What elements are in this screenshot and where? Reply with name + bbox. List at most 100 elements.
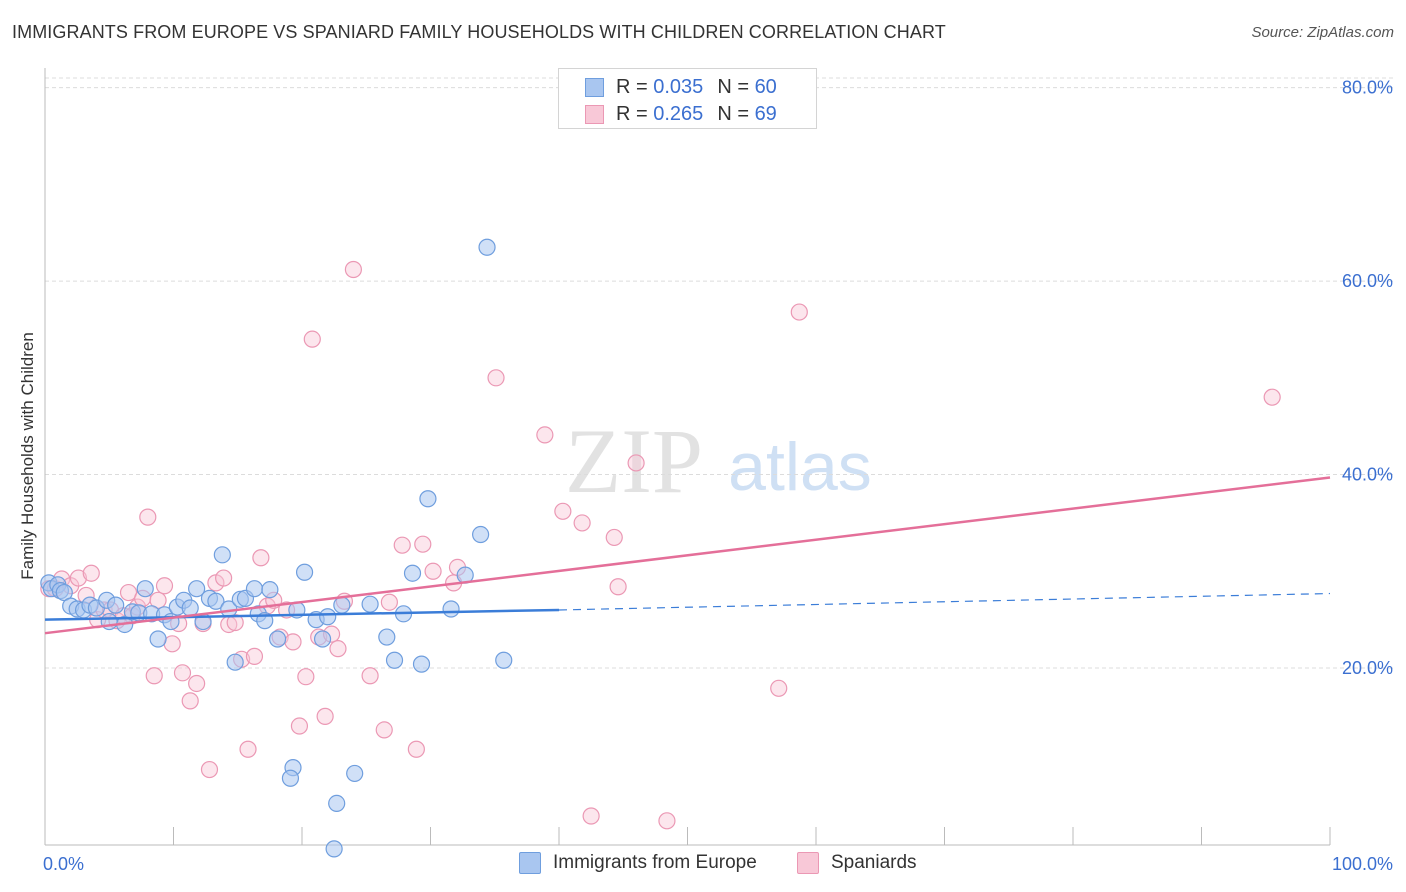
point-spaniards: [380, 593, 398, 611]
point-europe: [295, 563, 314, 581]
point-europe: [333, 596, 351, 614]
point-spaniards: [609, 578, 627, 596]
point-europe: [136, 580, 154, 598]
point-spaniards: [487, 369, 505, 387]
legend-row-europe: R = 0.035 N = 60: [585, 75, 777, 99]
point-spaniards: [200, 760, 219, 779]
legend-n-value: 69: [754, 102, 777, 125]
x-tick-label: 100.0%: [1332, 854, 1393, 874]
point-spaniards: [790, 303, 808, 321]
point-spaniards: [393, 536, 411, 554]
point-europe: [495, 651, 513, 669]
point-spaniards: [297, 668, 315, 686]
bottom-legend-swatch-europe: [519, 852, 541, 874]
point-spaniards: [82, 564, 100, 582]
y-tick-label: 80.0%: [1342, 78, 1393, 98]
point-europe: [442, 600, 460, 618]
point-spaniards: [414, 535, 432, 553]
point-spaniards: [424, 562, 442, 580]
point-spaniards: [1263, 388, 1281, 406]
point-spaniards: [155, 577, 174, 595]
point-spaniards: [770, 679, 788, 697]
point-europe: [207, 592, 225, 610]
point-spaniards: [239, 740, 257, 758]
point-europe: [361, 595, 379, 613]
point-spaniards: [188, 674, 206, 693]
watermark-zip: ZIP: [565, 410, 703, 512]
point-europe: [328, 794, 346, 813]
point-spaniards: [407, 740, 425, 758]
point-spaniards: [215, 569, 233, 587]
point-europe: [213, 546, 231, 564]
point-spaniards: [361, 667, 379, 685]
trendline-europe-extension: [558, 592, 1331, 611]
legend-swatch-europe: [585, 77, 604, 97]
chart-title: IMMIGRANTS FROM EUROPE VS SPANIARD FAMIL…: [12, 22, 946, 42]
point-spaniards: [375, 721, 393, 739]
bottom-legend-europe: Immigrants from Europe: [519, 852, 757, 874]
point-spaniards: [316, 707, 334, 725]
point-spaniards: [145, 667, 163, 685]
y-axis-label: Family Households with Children: [18, 332, 37, 580]
bottom-legend-swatch-spaniards: [797, 852, 819, 874]
legend-n-label: N =: [717, 102, 749, 125]
source-credit: Source: ZipAtlas.com: [1251, 24, 1394, 41]
point-spaniards: [173, 664, 192, 682]
point-spaniards: [290, 717, 309, 735]
point-europe: [472, 525, 490, 544]
point-europe: [149, 630, 167, 648]
point-europe: [403, 564, 422, 582]
trendline-europe: [44, 608, 560, 621]
legend-r-label: R =: [616, 75, 648, 98]
point-europe: [261, 581, 279, 599]
point-spaniards: [536, 426, 554, 444]
point-spaniards: [139, 508, 157, 526]
point-europe: [281, 769, 300, 787]
legend-row-spaniards: R = 0.265 N = 69: [585, 102, 777, 126]
point-europe: [385, 651, 404, 669]
trendline-spaniards: [44, 476, 1331, 635]
point-spaniards: [303, 330, 321, 348]
point-europe: [419, 490, 437, 508]
x-tick-label: 0.0%: [43, 854, 84, 874]
point-spaniards: [344, 260, 362, 279]
point-europe: [268, 630, 287, 648]
point-europe: [313, 630, 332, 648]
point-europe: [378, 628, 396, 646]
point-europe: [478, 238, 496, 256]
point-europe: [226, 653, 244, 671]
point-spaniards: [605, 528, 623, 547]
legend-r-label: R =: [616, 102, 648, 125]
y-tick-label: 40.0%: [1342, 465, 1393, 485]
point-spaniards: [245, 647, 264, 665]
point-spaniards: [69, 569, 88, 587]
point-europe: [188, 580, 206, 598]
point-europe: [412, 655, 431, 673]
y-tick-label: 20.0%: [1342, 658, 1393, 678]
point-europe: [319, 608, 337, 626]
point-spaniards: [658, 812, 676, 830]
bottom-legend-label-spaniards: Spaniards: [831, 852, 917, 873]
point-spaniards: [554, 502, 572, 520]
y-tick-label: 60.0%: [1342, 271, 1393, 291]
bottom-legend-spaniards: Spaniards: [797, 852, 917, 874]
point-europe: [181, 599, 199, 617]
point-spaniards: [181, 692, 199, 710]
point-spaniards: [329, 640, 347, 658]
point-spaniards: [582, 807, 600, 825]
point-europe: [346, 764, 364, 783]
bottom-legend-label-europe: Immigrants from Europe: [553, 852, 757, 873]
point-spaniards: [252, 549, 270, 567]
point-spaniards: [573, 514, 591, 532]
legend-n-value: 60: [754, 75, 777, 98]
point-europe: [245, 580, 264, 598]
legend-r-value: 0.035: [653, 75, 704, 98]
point-europe: [107, 596, 125, 614]
legend-swatch-spaniards: [585, 104, 604, 124]
point-spaniards: [284, 633, 302, 651]
legend-n-label: N =: [717, 75, 749, 98]
correlation-legend: R = 0.035 N = 60 R = 0.265 N = 69: [558, 68, 817, 129]
watermark-atlas: atlas: [728, 429, 872, 505]
point-spaniards: [627, 454, 645, 472]
